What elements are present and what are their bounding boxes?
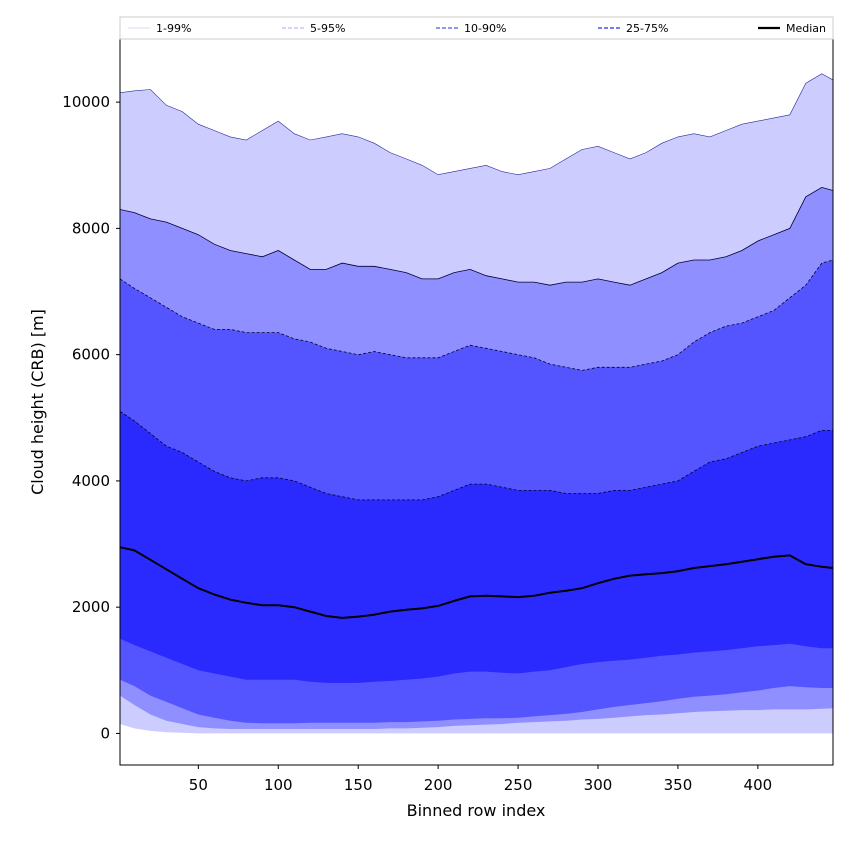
- bands-layer: [120, 73, 833, 734]
- x-tick-label: 300: [584, 776, 613, 794]
- x-axis-title: Binned row index: [407, 801, 546, 820]
- y-tick-label: 0: [100, 724, 110, 742]
- median-layer: [120, 546, 833, 619]
- band-5-95pct-upper-edge: [120, 186, 833, 286]
- legend-label: Median: [786, 22, 826, 35]
- x-tick-label: 350: [664, 776, 693, 794]
- y-tick-label: 10000: [62, 93, 110, 111]
- x-tick-label: 100: [264, 776, 293, 794]
- band-25-75pct-area: [120, 411, 833, 683]
- x-tick-label: 250: [504, 776, 533, 794]
- band-edges-layer: [120, 73, 833, 501]
- legend-label: 10-90%: [464, 22, 506, 35]
- x-tick-label: 400: [744, 776, 773, 794]
- legend-box: [119, 16, 834, 40]
- legend: 1-99% 5-95% 10-90% 25-75% Median: [119, 16, 834, 40]
- median-line: [120, 546, 833, 619]
- band-25-75pct-upper-edge: [120, 411, 833, 501]
- legend-label: 25-75%: [626, 22, 668, 35]
- y-tick-label: 4000: [72, 472, 110, 490]
- x-axis: 50 100 150 200 250 300 350 400: [189, 765, 772, 794]
- y-tick-label: 6000: [72, 346, 110, 364]
- legend-label: 1-99%: [156, 22, 191, 35]
- x-tick-label: 150: [344, 776, 373, 794]
- x-tick-label: 50: [189, 776, 208, 794]
- y-axis: 0 2000 4000 6000 8000 10000: [62, 93, 120, 742]
- y-tick-label: 2000: [72, 598, 110, 616]
- band-10-90pct-upper-edge: [120, 259, 833, 371]
- legend-label: 5-95%: [310, 22, 345, 35]
- band-1-99pct-upper-edge: [120, 73, 833, 176]
- y-axis-title: Cloud height (CRB) [m]: [28, 309, 47, 495]
- x-tick-label: 200: [424, 776, 453, 794]
- y-tick-label: 8000: [72, 219, 110, 237]
